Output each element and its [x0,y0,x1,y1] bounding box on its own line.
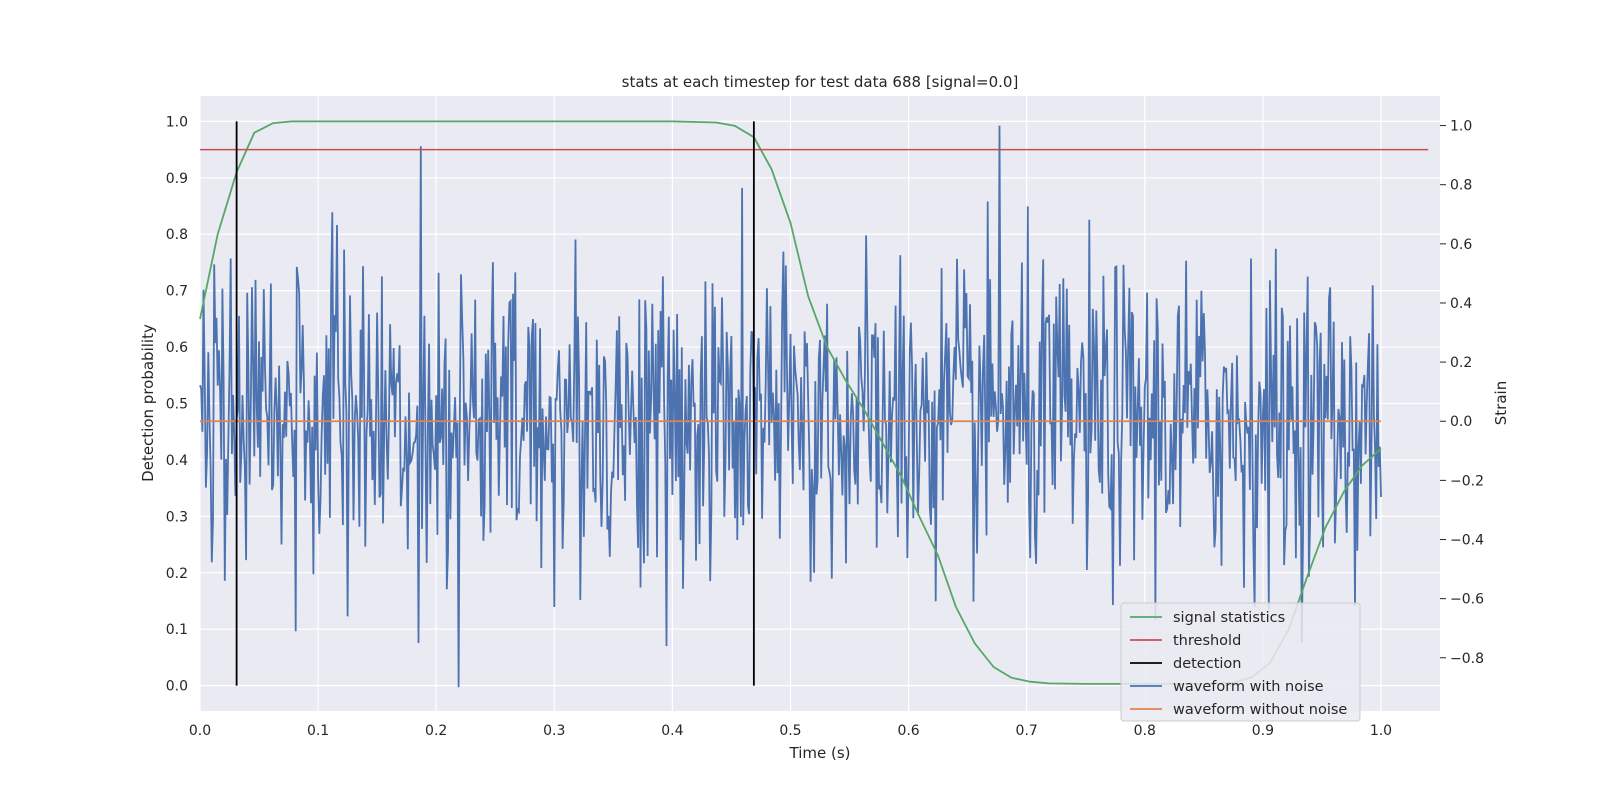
legend-label: detection [1173,656,1241,672]
y-right-tick-label: 0.8 [1450,178,1472,194]
y-left-axis-label: Detection probability [139,324,157,482]
y-left-tick-label: 0.1 [166,622,188,638]
y-right-tick-label: 0.0 [1450,414,1472,430]
x-tick-label: 0.8 [1134,723,1156,739]
x-tick-label: 0.4 [661,723,683,739]
y-left-tick-label: 0.4 [166,453,188,469]
y-right-tick-label: 0.4 [1450,296,1472,312]
series-waveform-with-noise [199,125,1382,688]
x-tick-label: 1.0 [1370,723,1392,739]
x-tick-label: 0.0 [189,723,211,739]
x-axis-ticks: 0.0 0.1 0.2 0.3 0.4 0.5 0.6 0.7 0.8 0.9 1.0 [189,723,1392,739]
x-tick-label: 0.1 [307,723,329,739]
y-right-tick-label: −0.6 [1450,592,1484,608]
y-right-tick-label: −0.4 [1450,533,1484,549]
y-right-tick-label: −0.8 [1450,651,1484,667]
y-left-tick-label: 0.9 [166,171,188,187]
legend-label: signal statistics [1173,610,1285,626]
y-right-tick-label: 1.0 [1450,119,1472,135]
legend-label: threshold [1173,633,1241,649]
x-axis-label: Time (s) [789,744,851,762]
y-left-axis-ticks: 0.0 0.1 0.2 0.3 0.4 0.5 0.6 0.7 0.8 0.9 1.0 [166,114,188,694]
y-right-tick-label: 0.2 [1450,355,1472,371]
y-left-tick-label: 0.0 [166,679,188,695]
legend: signal statistics threshold detection wavef… [1120,602,1361,722]
y-left-tick-label: 0.8 [166,227,188,243]
x-tick-label: 0.6 [897,723,919,739]
y-left-tick-label: 0.2 [166,566,188,582]
y-left-tick-label: 0.3 [166,509,188,525]
y-left-tick-label: 0.7 [166,284,188,300]
x-tick-label: 0.5 [779,723,801,739]
y-left-tick-label: 0.5 [166,397,188,413]
x-tick-label: 0.9 [1252,723,1274,739]
y-right-axis-ticks: −0.8 −0.6 −0.4 −0.2 0.0 0.2 0.4 0.6 0.8 1.0 [1440,119,1484,667]
legend-label: waveform without noise [1173,702,1347,718]
y-right-axis-label: Strain [1492,381,1510,425]
x-tick-label: 0.7 [1016,723,1038,739]
y-right-tick-label: −0.2 [1450,473,1484,489]
plot-area [199,120,1429,688]
chart-title: stats at each timestep for test data 688… [622,73,1019,91]
y-right-tick-label: 0.6 [1450,237,1472,253]
legend-box [1120,602,1361,722]
y-left-tick-label: 1.0 [166,114,188,130]
legend-label: waveform with noise [1173,679,1324,695]
y-left-tick-label: 0.6 [166,340,188,356]
x-tick-label: 0.3 [543,723,565,739]
x-tick-label: 0.2 [425,723,447,739]
